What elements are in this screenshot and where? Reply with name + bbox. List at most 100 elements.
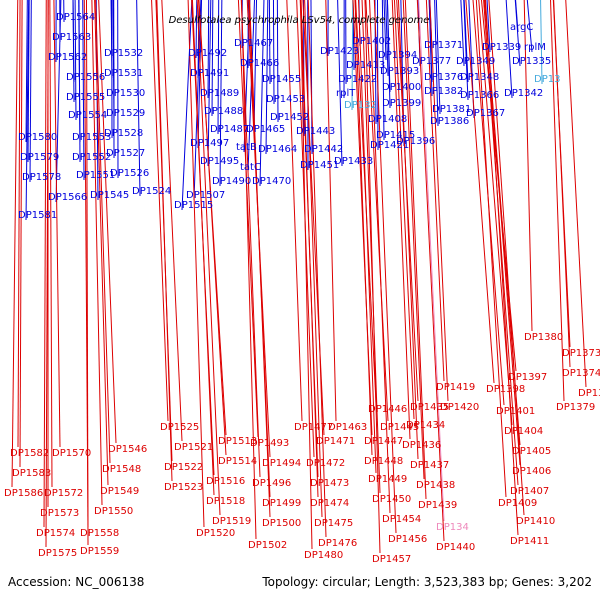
gene-label: DP1406 bbox=[512, 466, 551, 477]
gene-label: DP1496 bbox=[252, 478, 291, 489]
label-connector bbox=[361, 0, 381, 494]
gene-label: DP1524 bbox=[132, 186, 171, 197]
gene-label: DP1475 bbox=[314, 518, 353, 529]
label-connector bbox=[391, 0, 411, 440]
label-connector bbox=[161, 0, 183, 442]
label-connector bbox=[55, 0, 62, 203]
label-connector bbox=[191, 0, 215, 496]
label-connector bbox=[488, 0, 525, 516]
gene-label: DP1471 bbox=[316, 436, 355, 447]
gene-label: DP1477 bbox=[294, 422, 333, 433]
gene-label: DP1415 bbox=[376, 130, 415, 141]
gene-label: DP1507 bbox=[186, 190, 225, 201]
gene-label: DP1578 bbox=[22, 172, 61, 183]
gene-label: DP1394 bbox=[378, 50, 417, 61]
gene-label: DP1448 bbox=[364, 456, 403, 467]
label-connector bbox=[553, 0, 571, 368]
label-connector bbox=[369, 0, 391, 514]
label-connectors bbox=[11, 0, 587, 554]
label-connector bbox=[304, 0, 323, 518]
gene-label: DP1476 bbox=[318, 538, 357, 549]
gene-label: DP1366 bbox=[460, 90, 499, 101]
gene-label: DP1466 bbox=[240, 58, 279, 69]
gene-label: DP1376 bbox=[424, 72, 463, 83]
gene-label: DP1409 bbox=[498, 498, 537, 509]
label-connector bbox=[475, 0, 507, 498]
gene-label: DP1497 bbox=[190, 138, 229, 149]
gene-label: DP1574 bbox=[36, 528, 75, 539]
gene-label: DP1413 bbox=[346, 60, 385, 71]
gene-label: DP1373 bbox=[562, 348, 600, 359]
gene-label: DP1382 bbox=[424, 86, 463, 97]
label-connector bbox=[485, 0, 519, 536]
gene-label: DP1374 bbox=[562, 368, 600, 379]
gene-label: DP1451 bbox=[300, 160, 339, 171]
gene-label: DP1551 bbox=[76, 170, 115, 181]
gene-label: DP1490 bbox=[212, 176, 251, 187]
topology-text: Topology: circular; Length: 3,523,383 bp… bbox=[262, 575, 592, 589]
gene-label: DP1419 bbox=[436, 382, 475, 393]
gene-label: DP1335 bbox=[512, 56, 551, 67]
gene-label: DP1440 bbox=[436, 542, 475, 553]
label-connector bbox=[299, 0, 313, 550]
gene-label: DP1375 bbox=[578, 388, 600, 399]
gene-label: DP1401 bbox=[496, 406, 535, 417]
gene-label: DP1400 bbox=[382, 82, 421, 93]
label-connector bbox=[136, 0, 141, 197]
rna-gene-label: DP13 bbox=[534, 74, 560, 85]
gene-label: DP1367 bbox=[466, 108, 505, 119]
gene-label: DP1580 bbox=[18, 132, 57, 143]
gene-label: DP1531 bbox=[104, 68, 143, 79]
gene-label: DP1450 bbox=[372, 494, 411, 505]
gene-label: DP1457 bbox=[372, 554, 411, 565]
gene-label: DP1393 bbox=[380, 66, 419, 77]
label-connector bbox=[425, 0, 445, 382]
gene-label: DP1518 bbox=[206, 496, 245, 507]
gene-label: DP1487 bbox=[210, 124, 249, 135]
label-connector bbox=[83, 0, 89, 528]
gene-label: DP1396 bbox=[396, 136, 435, 147]
gene-label: DP1582 bbox=[10, 448, 49, 459]
label-connector bbox=[286, 0, 303, 422]
label-connector bbox=[198, 0, 227, 456]
rna-gene-label: DP134 bbox=[436, 522, 469, 533]
label-connector bbox=[95, 0, 111, 464]
gene-label: DP1581 bbox=[18, 210, 57, 221]
gene-label: DP1339 bbox=[482, 42, 521, 53]
gene-label: DP1513 bbox=[218, 436, 257, 447]
label-connector bbox=[187, 0, 205, 528]
gene-label: DP1586 bbox=[4, 488, 43, 499]
gene-label: DP1449 bbox=[368, 474, 407, 485]
label-connector bbox=[565, 0, 587, 388]
gene-label: DP1474 bbox=[310, 498, 349, 509]
gene-label: DP1447 bbox=[364, 436, 403, 447]
gene-label: DP1463 bbox=[328, 422, 367, 433]
label-connector bbox=[515, 0, 519, 33]
gene-label: DP1454 bbox=[382, 514, 421, 525]
label-connector bbox=[302, 0, 325, 436]
gene-label: DP1579 bbox=[20, 152, 59, 163]
gene-label: DP1434 bbox=[406, 420, 445, 431]
label-connector bbox=[478, 0, 513, 426]
gene-label: DP1502 bbox=[248, 540, 287, 551]
label-connector bbox=[465, 0, 495, 384]
gene-label: DP1521 bbox=[174, 442, 213, 453]
label-connector bbox=[249, 0, 271, 518]
gene-label: DP1553 bbox=[72, 132, 111, 143]
label-connector bbox=[259, 0, 265, 187]
gene-label: DP1494 bbox=[262, 458, 301, 469]
gene-label: DP1423 bbox=[320, 46, 359, 57]
gene-label: tatB bbox=[236, 142, 257, 153]
gene-label: DP1554 bbox=[68, 110, 107, 121]
gene-label: DP1381 bbox=[432, 104, 471, 115]
gene-label: DP1495 bbox=[200, 156, 239, 167]
gene-label: DP1583 bbox=[12, 468, 51, 479]
accession-text: Accession: NC_006138 bbox=[8, 575, 145, 589]
gene-label: DP1491 bbox=[190, 68, 229, 79]
label-connector bbox=[53, 0, 61, 448]
label-connector bbox=[352, 0, 373, 436]
rna-gene-label: DP132 bbox=[344, 100, 377, 111]
gene-label: DP1439 bbox=[418, 500, 457, 511]
